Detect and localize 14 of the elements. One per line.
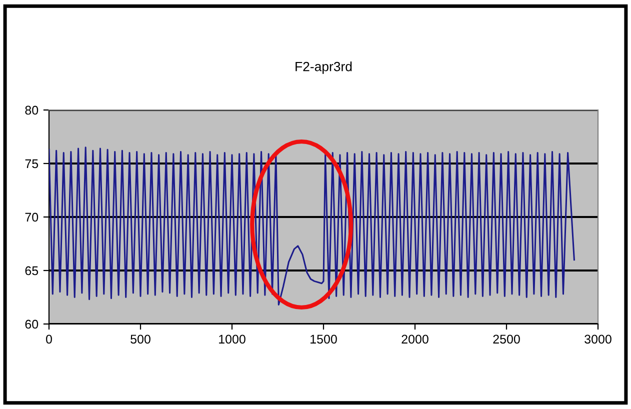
x-tick-label: 0 xyxy=(46,334,52,344)
y-tick-label: 60 xyxy=(25,320,38,329)
x-tick-label: 2000 xyxy=(402,334,428,344)
x-tick-label: 1000 xyxy=(219,334,246,344)
x-tick-label: 500 xyxy=(130,334,150,344)
x-tick-label: 3000 xyxy=(584,334,612,344)
y-tick-label: 65 xyxy=(25,266,38,276)
chart-title: F2-apr3rd xyxy=(296,62,352,74)
x-tick-label: 2500 xyxy=(493,334,520,344)
x-tick-label: 1500 xyxy=(310,334,337,344)
y-tick-label: 75 xyxy=(25,159,38,168)
line-series xyxy=(49,146,575,306)
y-tick-label: 70 xyxy=(25,212,38,222)
y-tick-label: 80 xyxy=(25,106,38,115)
